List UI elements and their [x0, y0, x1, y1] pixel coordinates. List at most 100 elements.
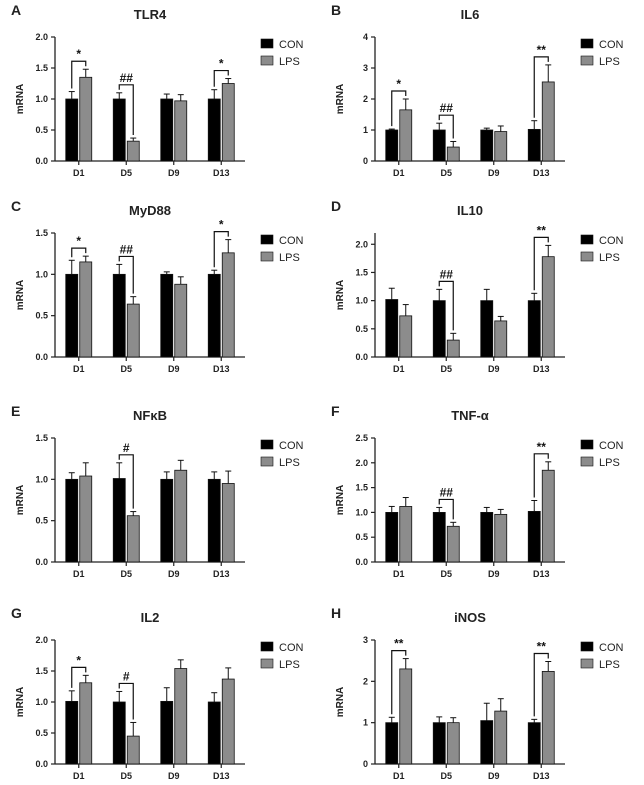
bar-lps	[399, 109, 413, 162]
bar-lps	[174, 668, 188, 765]
significance-bracket	[438, 114, 454, 139]
y-axis-label: mRNA	[335, 687, 346, 718]
significance-bracket	[438, 280, 454, 331]
panel-letter: D	[331, 198, 341, 214]
y-tick-label: 0.0	[35, 156, 48, 166]
legend-swatch-lps	[580, 658, 594, 669]
significance-bracket	[533, 56, 549, 118]
legend-swatch-lps	[260, 55, 274, 66]
significance-bracket	[71, 247, 87, 258]
y-axis-label: mRNA	[335, 84, 346, 115]
x-tick-label: D13	[213, 569, 230, 579]
y-tick-label: 0	[363, 156, 368, 166]
bar-lps	[399, 668, 413, 765]
y-axis-label: mRNA	[15, 84, 26, 115]
legend-swatch-con	[580, 439, 594, 450]
y-tick-label: 1.5	[35, 228, 48, 238]
bar-lps	[541, 671, 555, 765]
bar-con	[432, 722, 446, 765]
bar-con	[432, 129, 446, 162]
legend-label-lps: LPS	[599, 457, 620, 469]
panel-f: F TNF-α mRNA 0.0 0.5 1.0 1.5 2.0 2.5 D1 D5 ## D9 D13 *…	[331, 403, 624, 579]
significance-bracket	[391, 650, 407, 715]
significance-label: *	[76, 234, 81, 248]
significance-label: #	[123, 669, 130, 683]
bar-con	[160, 478, 174, 563]
significance-label: ##	[120, 242, 134, 256]
significance-bracket	[118, 454, 134, 509]
legend-label-con: CON	[599, 642, 624, 654]
legend-swatch-lps	[260, 456, 274, 467]
bar-lps	[126, 735, 140, 765]
bar-con	[112, 273, 126, 358]
legend-label-con: CON	[279, 440, 304, 452]
y-tick-label: 1.5	[355, 267, 368, 277]
bar-con	[480, 129, 494, 162]
significance-label: **	[537, 223, 547, 237]
bar-lps	[126, 303, 140, 358]
y-tick-label: 3	[363, 63, 368, 73]
y-tick-label: 0.5	[35, 311, 48, 321]
significance-bracket	[71, 666, 87, 688]
y-tick-label: 1.0	[35, 697, 48, 707]
x-tick-label: D1	[73, 771, 85, 781]
bar-con	[207, 701, 221, 765]
y-tick-label: 2.5	[355, 433, 368, 443]
significance-label: ##	[120, 71, 134, 85]
bar-lps	[174, 469, 188, 563]
y-tick-label: 1.0	[355, 507, 368, 517]
significance-label: *	[76, 47, 81, 61]
x-tick-label: D5	[440, 771, 452, 781]
x-tick-label: D9	[488, 168, 500, 178]
legend-swatch-con	[580, 234, 594, 245]
x-tick-label: D5	[120, 364, 132, 374]
x-tick-label: D13	[213, 364, 230, 374]
bar-lps	[446, 525, 460, 563]
x-tick-label: D13	[533, 771, 550, 781]
y-tick-label: 1.0	[35, 269, 48, 279]
y-axis-label: mRNA	[15, 485, 26, 516]
x-tick-label: D5	[120, 168, 132, 178]
bar-con	[385, 299, 399, 358]
legend-label-con: CON	[599, 39, 624, 51]
bar-con	[480, 720, 494, 765]
y-tick-label: 2.0	[35, 32, 48, 42]
bar-lps	[221, 83, 235, 162]
y-tick-label: 3	[363, 635, 368, 645]
significance-label: *	[396, 77, 401, 91]
legend-swatch-lps	[260, 251, 274, 262]
bar-lps	[494, 513, 508, 563]
x-tick-label: D13	[213, 168, 230, 178]
x-tick-label: D1	[73, 569, 85, 579]
significance-label: ##	[440, 485, 454, 499]
x-tick-label: D9	[488, 569, 500, 579]
x-tick-label: D5	[440, 168, 452, 178]
bar-lps	[126, 515, 140, 563]
bar-con	[432, 512, 446, 563]
bar-lps	[79, 261, 93, 358]
y-tick-label: 4	[363, 32, 368, 42]
x-tick-label: D1	[73, 168, 85, 178]
bar-lps	[446, 722, 460, 765]
bar-lps	[494, 320, 508, 358]
y-tick-label: 0.0	[355, 352, 368, 362]
y-tick-label: 0.5	[355, 532, 368, 542]
y-tick-label: 0.0	[35, 557, 48, 567]
legend-swatch-con	[580, 38, 594, 49]
bar-con	[65, 98, 79, 162]
bar-con	[207, 273, 221, 358]
legend-swatch-con	[580, 641, 594, 652]
legend-swatch-con	[260, 38, 274, 49]
x-tick-label: D13	[533, 168, 550, 178]
panel-letter: H	[331, 605, 341, 621]
x-tick-label: D13	[533, 364, 550, 374]
x-tick-label: D5	[120, 569, 132, 579]
y-tick-label: 1.0	[35, 474, 48, 484]
bar-lps	[126, 140, 140, 162]
legend-label-con: CON	[279, 642, 304, 654]
bar-con	[65, 478, 79, 563]
legend-label-con: CON	[599, 235, 624, 247]
panel-letter: A	[11, 2, 21, 18]
y-tick-label: 0.0	[355, 557, 368, 567]
